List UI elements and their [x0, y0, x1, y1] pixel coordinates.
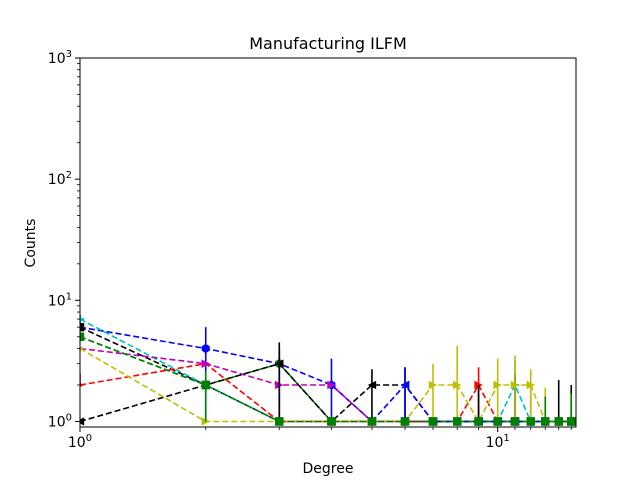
data-point-square — [554, 417, 563, 426]
x-tick-label-base: 10 — [68, 435, 86, 451]
data-point-triangle-right — [452, 380, 462, 390]
data-point-triangle-right — [510, 380, 520, 390]
y-tick-label-exponent: 2 — [66, 170, 72, 181]
data-point-square — [80, 322, 85, 332]
y-tick-label-exponent: 1 — [66, 291, 72, 302]
y-tick-label-exponent: 3 — [66, 49, 72, 60]
y-tick-label: 100 — [48, 412, 72, 430]
data-point-plus — [80, 314, 85, 324]
series-layer — [80, 314, 576, 427]
data-point-triangle-right — [428, 380, 438, 390]
data-point-triangle-right — [80, 346, 85, 351]
series-line — [80, 336, 572, 423]
data-point-triangle-left — [367, 380, 377, 390]
data-point-triangle-right — [327, 380, 336, 390]
data-point-square — [452, 417, 462, 426]
y-tick-label-base: 10 — [48, 293, 66, 309]
data-point-triangle-right — [201, 359, 210, 368]
y-tick-label-base: 10 — [48, 414, 66, 430]
data-point-square — [567, 417, 576, 426]
data-point-triangle-right — [526, 380, 535, 390]
data-point-hexagon — [201, 343, 210, 354]
y-tick-label-base: 10 — [48, 172, 66, 188]
y-tick-label: 101 — [48, 291, 72, 309]
data-point-square — [526, 417, 535, 426]
data-point-square — [367, 417, 377, 426]
data-point-square — [428, 417, 438, 426]
data-point-square — [327, 417, 336, 426]
data-point-square — [80, 332, 85, 341]
y-tick-label-base: 10 — [48, 51, 66, 67]
data-point-square — [400, 417, 410, 426]
data-point-square — [275, 417, 284, 426]
data-point-square — [201, 380, 210, 390]
data-point-square — [493, 417, 502, 426]
data-point-triangle-right — [493, 380, 502, 390]
data-point-triangle-left — [400, 380, 410, 390]
y-axis-label: Counts — [23, 219, 39, 268]
y-tick-label: 102 — [48, 170, 72, 188]
series-line — [80, 362, 515, 423]
y-tick-label-exponent: 0 — [66, 412, 72, 423]
x-tick-label-exponent: 1 — [503, 433, 509, 444]
x-tick-label: 100 — [68, 433, 92, 451]
series-9 — [80, 332, 576, 426]
chart-title: Manufacturing ILFM — [249, 34, 407, 53]
data-point-triangle-left — [80, 417, 85, 426]
x-tick-label-exponent: 0 — [86, 433, 92, 444]
y-tick-label: 103 — [48, 49, 72, 67]
series-clip-group — [80, 314, 576, 427]
x-tick-label: 101 — [486, 433, 510, 451]
data-point-square — [510, 417, 520, 426]
x-tick-label-base: 10 — [486, 435, 504, 451]
data-point-triangle-right — [80, 382, 85, 388]
x-axis-label: Degree — [303, 461, 354, 477]
data-point-triangle-left — [275, 359, 284, 368]
data-point-square — [474, 417, 483, 426]
data-point-square — [541, 417, 550, 426]
